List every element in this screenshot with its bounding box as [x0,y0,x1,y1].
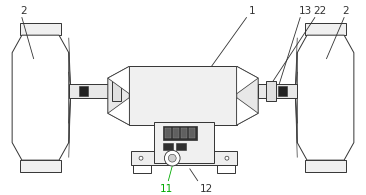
Bar [305,23,346,35]
Bar [133,165,151,173]
Circle shape [139,156,143,160]
Polygon shape [237,66,258,125]
Text: 1: 1 [249,6,255,16]
Bar [154,122,214,163]
Text: 22: 22 [313,6,326,16]
Circle shape [225,156,229,160]
Bar [258,84,297,98]
Bar [129,66,237,125]
Bar [176,143,186,150]
Bar [173,128,179,138]
Bar [181,128,187,138]
Text: 13: 13 [299,6,313,16]
Bar [189,128,195,138]
Text: 12: 12 [199,183,213,194]
Circle shape [168,154,176,162]
Polygon shape [237,98,258,125]
Bar [20,160,61,172]
Text: 11: 11 [160,183,173,194]
Text: 2: 2 [342,6,349,16]
Circle shape [164,150,180,166]
Bar [131,151,237,165]
Bar [278,86,287,96]
Polygon shape [297,35,354,160]
Bar [20,23,61,35]
Bar [164,126,197,140]
Bar [266,81,276,101]
Bar [79,86,88,96]
Bar [164,143,173,150]
Bar [168,125,199,151]
Bar [305,160,346,172]
Bar [217,165,235,173]
Polygon shape [108,66,129,125]
Polygon shape [108,98,129,125]
Bar [112,81,122,101]
Polygon shape [237,66,258,94]
Bar [165,128,171,138]
Bar [69,84,129,98]
Text: 2: 2 [20,6,27,16]
Polygon shape [12,35,69,160]
Polygon shape [108,66,129,94]
